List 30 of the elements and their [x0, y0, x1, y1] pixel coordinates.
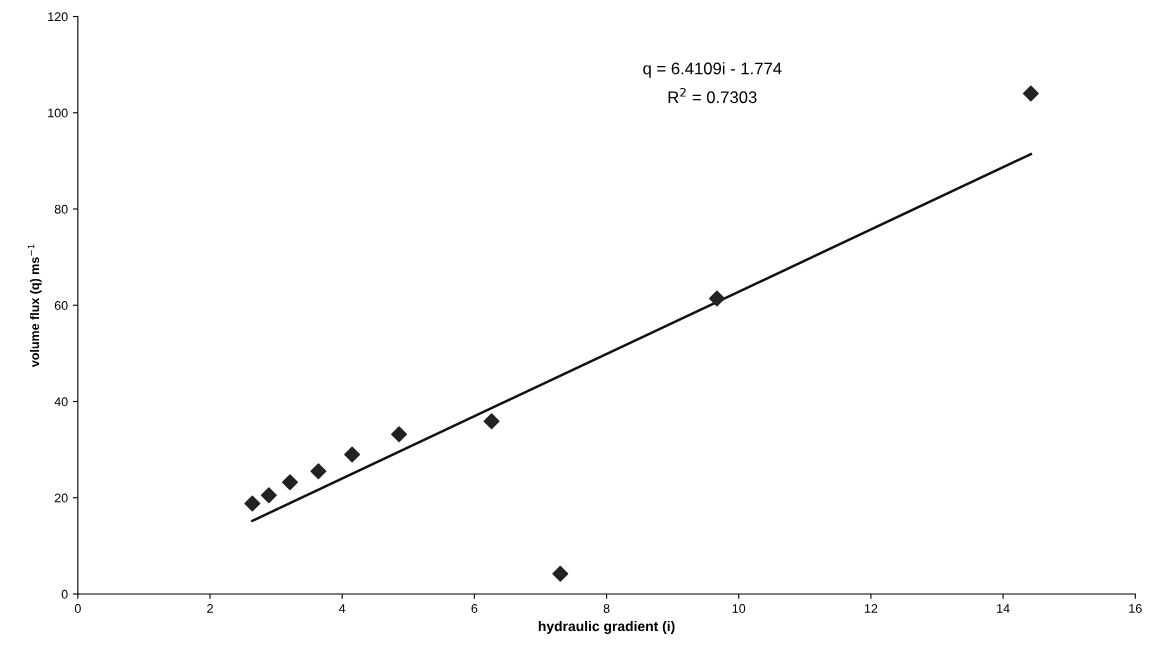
x-axis-title: hydraulic gradient (i)	[538, 620, 675, 634]
x-tick-label: 12	[864, 604, 878, 613]
y-tick-label: 20	[54, 493, 68, 503]
point	[244, 495, 261, 512]
y-axis-title: volume flux (q) ms$^{−1}$	[27, 244, 42, 368]
x-tick-label: 4	[339, 604, 346, 613]
annotation: q = 6.4109i - 1.774	[643, 62, 782, 78]
point	[552, 565, 569, 582]
point	[1022, 85, 1039, 102]
point	[260, 487, 277, 504]
point	[483, 413, 500, 430]
x-tick-label: 14	[997, 604, 1010, 613]
x-tick-label: 2	[207, 604, 213, 613]
point	[282, 474, 298, 491]
y-tick-label: 40	[54, 397, 68, 407]
x-tick-label: 8	[603, 604, 610, 613]
x-tick-label: 6	[471, 604, 478, 613]
y-tick-label: 120	[48, 12, 68, 22]
x-tick-label: 0	[74, 604, 81, 613]
annotation: R$^{2}$ = 0.7303	[668, 87, 757, 104]
x-tick-label: 10	[732, 604, 746, 613]
y-tick-label: 100	[48, 108, 68, 118]
y-tick-label: 60	[54, 301, 68, 310]
y-tick-label: 80	[54, 204, 68, 214]
x-tick-label: 16	[1129, 604, 1142, 613]
point	[310, 463, 327, 480]
point	[391, 426, 408, 443]
point	[708, 290, 725, 307]
point	[344, 446, 361, 463]
y-tick-label: 0	[61, 589, 68, 599]
